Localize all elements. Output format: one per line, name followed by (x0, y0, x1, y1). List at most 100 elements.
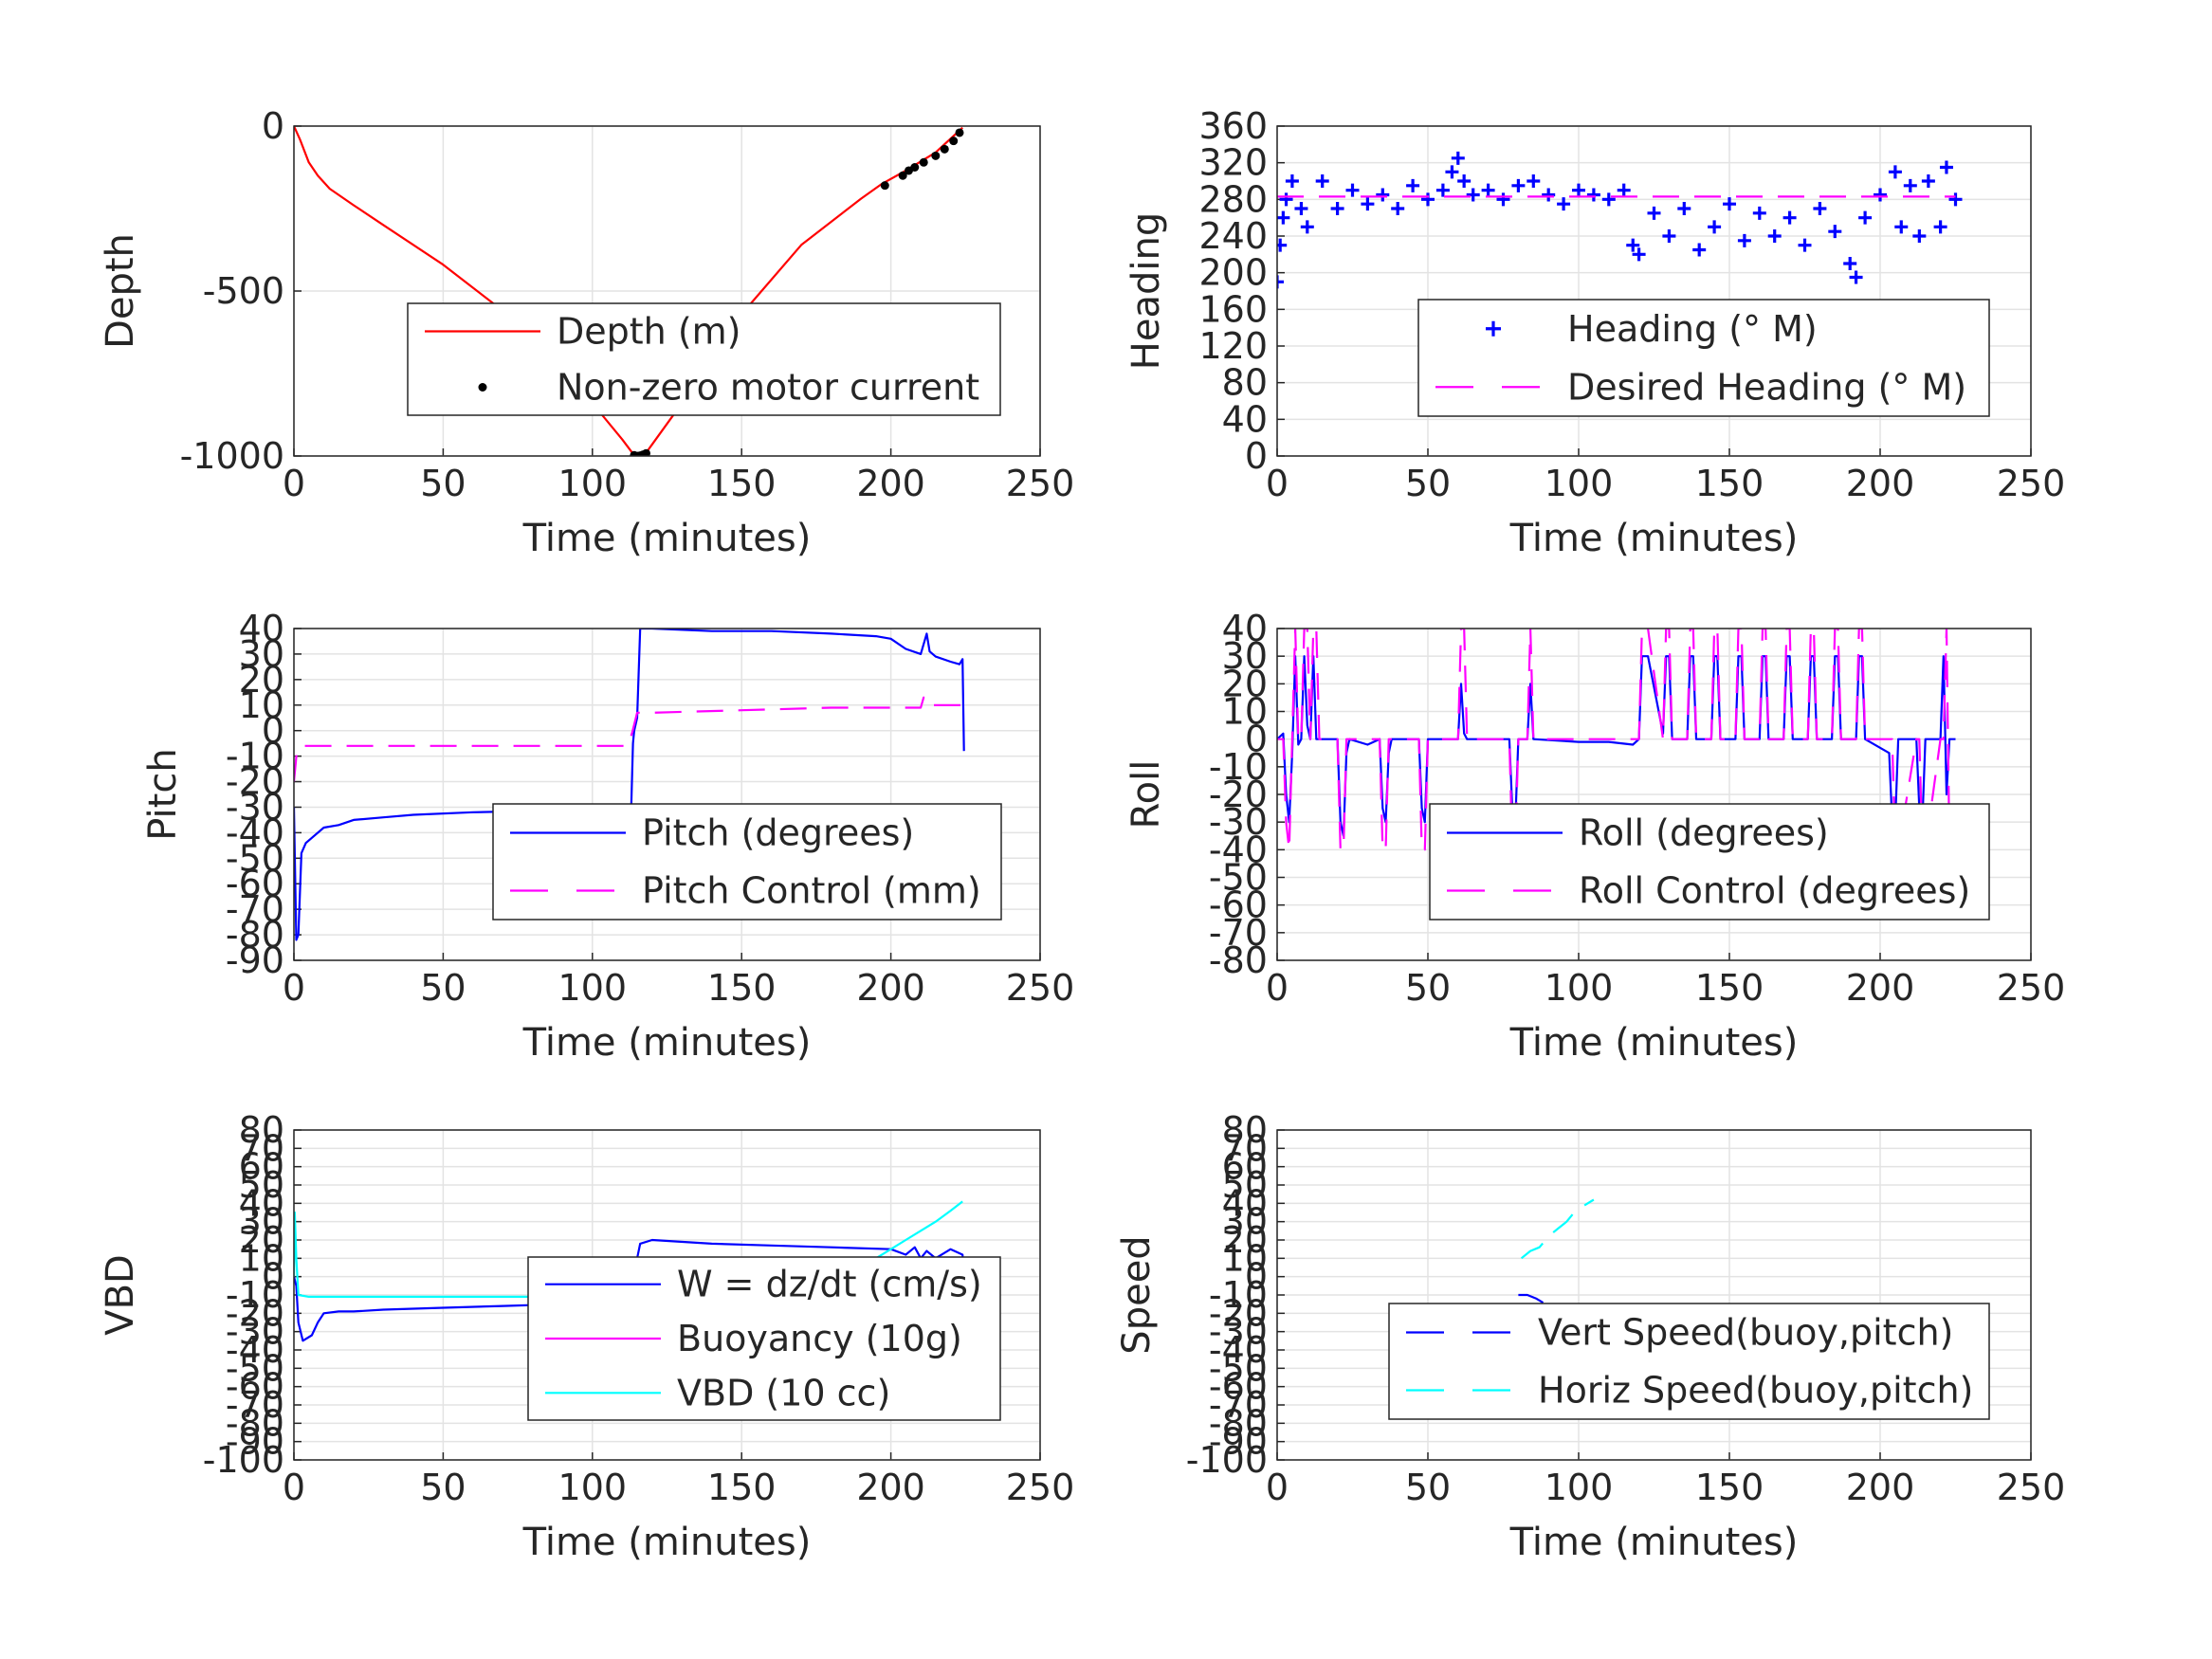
y-tick-label: -40 (1209, 829, 1268, 870)
y-tick-label: 40 (1222, 1182, 1268, 1224)
y-tick-label: 20 (1222, 1219, 1268, 1261)
y-tick-label: 120 (1198, 325, 1268, 367)
y-tick-label: 70 (1222, 1127, 1268, 1169)
chart-depth: 0 50 100 150 200 250 0 -500 -1000 Time (minutes) D… (99, 105, 1074, 560)
legend: W = dz/dt (cm/s) Buoyancy (10g) VBD (10 cc… (527, 1256, 1001, 1421)
legend-label: W = dz/dt (cm/s) (677, 1264, 982, 1305)
y-tick-label: -30 (1209, 1311, 1268, 1353)
y-tick-label: 0 (1245, 435, 1268, 477)
y-tick-label: -40 (226, 1329, 284, 1371)
y-tick-label: 50 (1222, 1164, 1268, 1206)
x-tick-label: 250 (1997, 967, 2066, 1009)
x-tick-label: 50 (1405, 463, 1451, 504)
x-tick-label: 150 (1695, 967, 1764, 1009)
y-tick-label: 80 (1222, 1109, 1268, 1151)
legend-label: Buoyancy (10g) (677, 1318, 962, 1359)
series-marker-1 (1421, 192, 1435, 207)
series-marker-1 (1632, 247, 1646, 262)
legend-label: Desired Heading (° M) (1567, 366, 1966, 408)
y-tick-label: -20 (226, 1292, 284, 1334)
y-tick-label: -60 (226, 1366, 284, 1408)
y-tick-label: 0 (262, 105, 284, 147)
series-marker-1 (1948, 192, 1963, 207)
legend-label: Horiz Speed(buoy,pitch) (1538, 1370, 1973, 1412)
y-tick-label: 80 (1222, 362, 1268, 404)
y-tick-label: -40 (1209, 1329, 1268, 1371)
x-tick-label: 100 (558, 1467, 628, 1508)
y-tick-label: 30 (239, 633, 284, 675)
y-tick-label: -10 (226, 736, 284, 777)
legend: Depth (m) Non-zero motor current (407, 302, 1001, 416)
y-tick-label: -50 (226, 837, 284, 879)
chart-roll: 0 50 100 150 200 250403020100-10-20-30-40-50-… (1124, 608, 2065, 1065)
y-tick-label: -90 (1209, 1421, 1268, 1463)
legend-box (492, 803, 1002, 921)
series-marker-1 (1572, 183, 1585, 197)
series-marker-1 (1662, 229, 1676, 243)
y-tick-label: -70 (1209, 1384, 1268, 1426)
y-tick-label: -50 (1209, 1347, 1268, 1389)
x-tick-label: 250 (1006, 463, 1075, 504)
series-marker-1 (1858, 210, 1873, 225)
x-tick-label: 150 (707, 463, 777, 504)
series-marker-1 (1828, 225, 1842, 239)
x-tick-label: 200 (856, 1467, 925, 1508)
x-axis-label: Time (minutes) (522, 1021, 812, 1065)
x-tick-label: 250 (1997, 1467, 2066, 1508)
series-line-1 (294, 629, 965, 941)
y-tick-label: 10 (1222, 691, 1268, 733)
y-tick-label: 30 (239, 1201, 284, 1243)
series-marker-1 (1277, 275, 1284, 289)
series-marker-1 (1300, 220, 1314, 234)
y-tick-label: -90 (226, 1421, 284, 1463)
series-marker-1 (1457, 174, 1472, 188)
y-axis-label: Heading (1124, 212, 1168, 370)
y-tick-label: 0 (262, 1256, 284, 1298)
legend-box (407, 302, 1001, 416)
series-marker-1 (1813, 202, 1827, 215)
x-tick-label: 50 (420, 463, 466, 504)
y-tick-label: 360 (1198, 105, 1268, 147)
series-marker-1 (1601, 192, 1616, 207)
x-tick-label: 200 (856, 967, 925, 1009)
y-tick-label: -20 (1209, 774, 1268, 815)
series-marker-1 (1294, 202, 1308, 215)
y-tick-label: -20 (226, 761, 284, 803)
series-marker-1 (1451, 151, 1465, 165)
y-tick-label: -70 (226, 888, 284, 930)
series-marker-1 (1888, 165, 1902, 179)
series-line-2 (1520, 1198, 1595, 1260)
series-marker-1 (1849, 270, 1863, 284)
series-marker-1 (1737, 233, 1751, 247)
y-tick-label: 10 (239, 1237, 284, 1279)
x-tick-label: 0 (1266, 967, 1289, 1009)
x-tick-label: 100 (1545, 1467, 1614, 1508)
x-tick-label: 100 (1545, 463, 1614, 504)
y-tick-label: -90 (226, 939, 284, 981)
axes-frame (293, 1129, 1041, 1461)
plot-data (294, 629, 965, 941)
series-point-2 (931, 151, 941, 160)
series-marker-1 (1277, 210, 1290, 225)
axes-frame (293, 628, 1041, 961)
y-tick-label: -60 (226, 863, 284, 904)
x-tick-label: 0 (1266, 1467, 1289, 1508)
series-line-1 (294, 126, 963, 456)
x-axis-label: Time (minutes) (1509, 1521, 1799, 1564)
series-marker-1 (1692, 243, 1707, 257)
series-marker-1 (1677, 202, 1691, 215)
x-tick-label: 100 (1545, 967, 1614, 1009)
legend-box (1388, 1303, 1990, 1420)
x-tick-label: 250 (1997, 463, 2066, 504)
legend-box (1417, 299, 1990, 417)
x-axis-label: Time (minutes) (522, 1521, 812, 1564)
series-marker-1 (1843, 257, 1857, 270)
x-tick-label: 250 (1006, 1467, 1075, 1508)
series-marker-1 (1481, 183, 1495, 197)
y-tick-label: 240 (1198, 215, 1268, 257)
y-axis-label: Roll (1124, 760, 1168, 830)
x-axis-label: Time (minutes) (1509, 517, 1799, 560)
series-marker-1 (1767, 229, 1782, 243)
x-tick-label: 0 (283, 967, 305, 1009)
y-tick-label: 70 (239, 1127, 284, 1169)
